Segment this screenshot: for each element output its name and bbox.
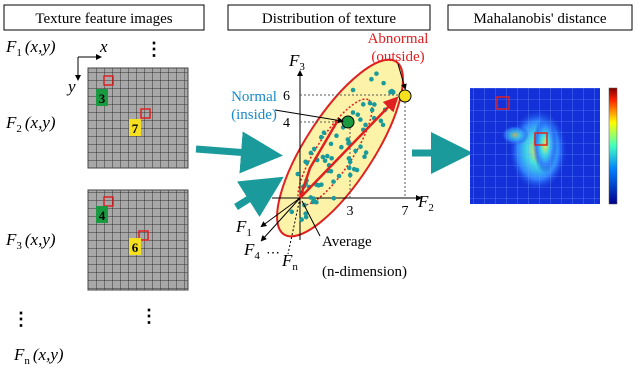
scatter-dot bbox=[299, 217, 304, 222]
scatter-dot bbox=[364, 150, 369, 155]
heat-map bbox=[470, 88, 617, 204]
scatter-dot bbox=[323, 158, 328, 163]
scatter-dot bbox=[345, 137, 350, 142]
image-label: 3 bbox=[99, 91, 106, 106]
scatter-dot bbox=[388, 89, 393, 94]
scatter-dot bbox=[351, 110, 356, 115]
color-bar bbox=[609, 88, 617, 204]
header: Distribution of texture bbox=[262, 11, 396, 27]
image-label: 6 bbox=[132, 240, 139, 255]
scatter-dot bbox=[325, 154, 330, 159]
flow-arrow bbox=[196, 149, 262, 154]
scatter-dot bbox=[295, 172, 300, 177]
tick-label: 6 bbox=[283, 89, 290, 104]
scatter-dot bbox=[355, 168, 360, 173]
axis-label: F2 bbox=[417, 192, 434, 214]
scatter-dot bbox=[361, 102, 366, 107]
scatter-dot bbox=[353, 149, 358, 154]
scatter-dot bbox=[351, 88, 356, 93]
scatter-dot bbox=[347, 166, 352, 171]
image-label: 7 bbox=[132, 121, 139, 136]
scatter-dot bbox=[339, 145, 344, 150]
scatter-dot bbox=[363, 123, 368, 128]
feature-label: Fn(x,y) bbox=[13, 345, 64, 367]
scatter-dot bbox=[332, 196, 337, 201]
header: Texture feature images bbox=[35, 11, 172, 27]
axis-label: x bbox=[99, 37, 108, 56]
scatter-dot bbox=[319, 135, 324, 140]
tick-label: 4 bbox=[283, 116, 290, 131]
flow-arrow bbox=[236, 188, 266, 207]
scatter-dot bbox=[334, 133, 339, 138]
scatter-dot bbox=[329, 169, 334, 174]
scatter-dot bbox=[372, 102, 377, 107]
average-label: Average bbox=[322, 234, 372, 250]
scatter-dot bbox=[312, 147, 317, 152]
normal-label: Normal bbox=[231, 89, 277, 105]
normal-label: (inside) bbox=[231, 107, 277, 123]
scatter-dot bbox=[381, 81, 386, 86]
scatter-dot bbox=[358, 144, 363, 149]
scatter-dot bbox=[358, 117, 363, 122]
feature-label: F3(x,y) bbox=[5, 230, 56, 252]
scatter-dot bbox=[331, 179, 336, 184]
feature-label: F2(x,y) bbox=[5, 113, 56, 135]
axis-label: Fn bbox=[281, 251, 298, 273]
scatter-dot bbox=[348, 160, 353, 165]
texture-image bbox=[88, 68, 188, 168]
abnormal-label: (outside) bbox=[371, 49, 424, 65]
tick-label: 3 bbox=[347, 204, 354, 219]
scatter-dot bbox=[362, 154, 367, 159]
scatter-dot bbox=[303, 159, 308, 164]
abnormal-label: Abnormal bbox=[368, 31, 429, 47]
scatter-dot bbox=[316, 183, 321, 188]
scatter-dot bbox=[381, 123, 386, 128]
scatter-dot bbox=[309, 151, 314, 156]
axis-label: F3 bbox=[288, 51, 305, 73]
image-label: 4 bbox=[99, 208, 106, 223]
scatter-dot bbox=[289, 210, 294, 215]
heat-map-grid bbox=[470, 88, 600, 204]
ellipsis: ⋮ bbox=[145, 39, 163, 59]
dimension-label: (n-dimension) bbox=[322, 264, 407, 280]
axis-label: F1 bbox=[235, 217, 252, 239]
axis-label: F4 bbox=[243, 240, 260, 262]
normal-point bbox=[342, 116, 354, 128]
scatter-dot bbox=[370, 108, 375, 113]
abnormal-point bbox=[399, 90, 411, 102]
scatter-dot bbox=[348, 173, 353, 178]
scatter-dot bbox=[337, 174, 342, 179]
ellipsis: ⋮ bbox=[140, 306, 158, 326]
scatter-dot bbox=[329, 142, 334, 147]
ellipsis: ⋮ bbox=[12, 309, 30, 329]
feature-label: F1(x,y) bbox=[5, 37, 56, 59]
header: Mahalanobis' distance bbox=[473, 11, 606, 27]
scatter-dot bbox=[368, 101, 373, 106]
tick-label: 7 bbox=[402, 204, 409, 219]
diagram: Texture feature images Distribution of t… bbox=[0, 0, 638, 372]
scatter-dot bbox=[369, 77, 374, 82]
scatter-dot bbox=[374, 71, 379, 76]
scatter-dot bbox=[322, 130, 327, 135]
axis-label: y bbox=[66, 77, 76, 96]
ellipsis: ⋯ bbox=[266, 246, 280, 261]
scatter-dot bbox=[329, 156, 334, 161]
scatter-dot bbox=[355, 112, 360, 117]
scatter-dot bbox=[308, 195, 313, 200]
scatter-dot bbox=[379, 119, 384, 124]
